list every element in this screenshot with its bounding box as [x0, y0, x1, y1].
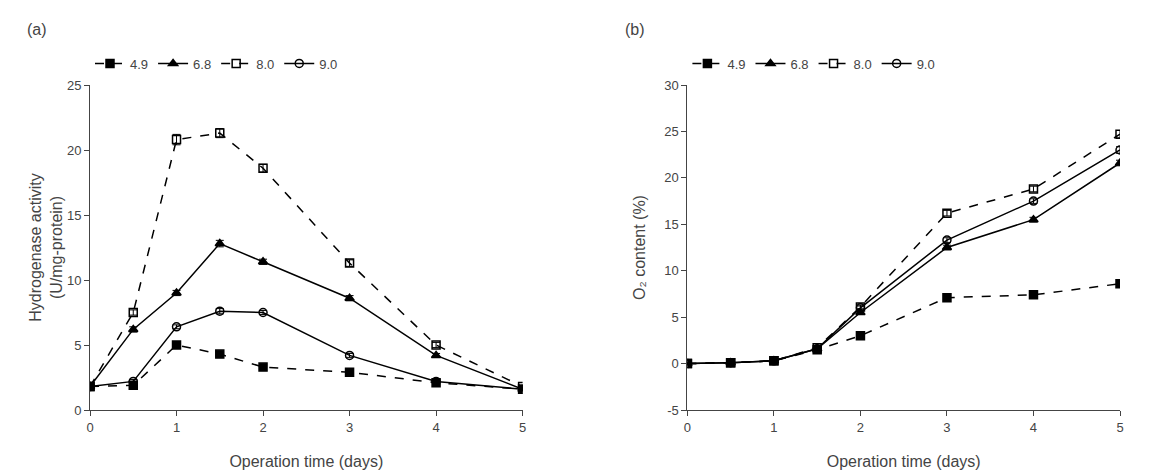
svg-text:5: 5 — [672, 310, 679, 325]
svg-text:4: 4 — [1030, 420, 1037, 435]
svg-text:8.0: 8.0 — [256, 57, 274, 72]
svg-text:10: 10 — [67, 273, 81, 288]
svg-text:8.0: 8.0 — [854, 57, 872, 72]
svg-text:25: 25 — [67, 78, 81, 93]
svg-text:-5: -5 — [667, 403, 679, 418]
svg-text:0: 0 — [672, 356, 679, 371]
svg-text:(a): (a) — [27, 21, 47, 38]
svg-text:0: 0 — [74, 403, 81, 418]
svg-text:20: 20 — [664, 170, 678, 185]
svg-text:20: 20 — [67, 143, 81, 158]
svg-text:3: 3 — [943, 420, 950, 435]
svg-text:9.0: 9.0 — [917, 57, 935, 72]
svg-text:Operation time (days): Operation time (days) — [827, 453, 981, 470]
svg-text:25: 25 — [664, 124, 678, 139]
svg-text:10: 10 — [664, 263, 678, 278]
svg-text:5: 5 — [74, 338, 81, 353]
svg-text:1: 1 — [173, 420, 180, 435]
svg-text:6.8: 6.8 — [790, 57, 808, 72]
svg-text:Hydrogenase activity(U/mg-prot: Hydrogenase activity(U/mg-protein) — [27, 173, 65, 322]
svg-text:2: 2 — [259, 420, 266, 435]
svg-text:O₂ content (%): O₂ content (%) — [631, 195, 648, 300]
svg-text:4.9: 4.9 — [727, 57, 745, 72]
svg-text:1: 1 — [770, 420, 777, 435]
svg-text:15: 15 — [664, 217, 678, 232]
svg-text:3: 3 — [346, 420, 353, 435]
svg-text:4: 4 — [432, 420, 439, 435]
svg-text:(b): (b) — [625, 21, 645, 38]
svg-text:6.8: 6.8 — [193, 57, 211, 72]
svg-text:Operation time (days): Operation time (days) — [229, 453, 383, 470]
svg-text:30: 30 — [664, 78, 678, 93]
svg-text:4.9: 4.9 — [130, 57, 148, 72]
svg-text:5: 5 — [519, 420, 526, 435]
svg-text:5: 5 — [1116, 420, 1123, 435]
svg-text:15: 15 — [67, 208, 81, 223]
svg-text:0: 0 — [684, 420, 691, 435]
svg-text:0: 0 — [86, 420, 93, 435]
svg-text:2: 2 — [857, 420, 864, 435]
svg-text:9.0: 9.0 — [319, 57, 337, 72]
